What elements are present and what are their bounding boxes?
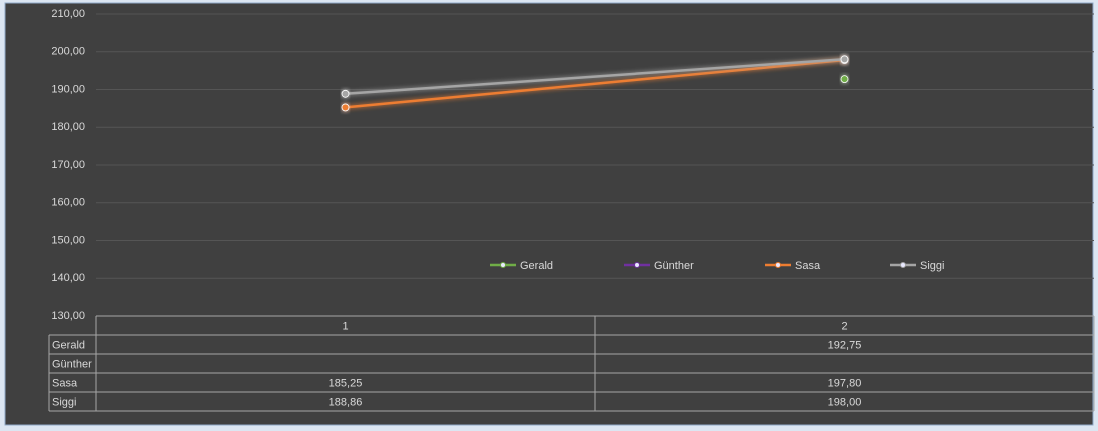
legend-label: Siggi	[920, 260, 944, 272]
table-row-label: Sasa	[52, 377, 78, 389]
table-row-label: Günther	[52, 358, 92, 370]
chart-area	[4, 2, 1094, 426]
legend-marker	[775, 262, 781, 268]
legend-marker	[900, 262, 906, 268]
y-tick-label: 180,00	[51, 121, 85, 133]
y-tick-label: 170,00	[51, 159, 85, 171]
legend-label: Günther	[654, 260, 694, 272]
y-tick-label: 130,00	[51, 310, 85, 322]
data-point	[840, 75, 849, 84]
legend-label: Gerald	[520, 260, 553, 272]
y-tick-label: 190,00	[51, 83, 85, 95]
data-point	[840, 55, 849, 64]
series-line	[345, 58, 845, 96]
table-row-label: Gerald	[52, 339, 85, 351]
table-header: 2	[841, 320, 847, 332]
legend-label: Sasa	[795, 260, 821, 272]
y-tick-label: 160,00	[51, 197, 85, 209]
y-tick-label: 200,00	[51, 46, 85, 58]
y-tick-label: 140,00	[51, 272, 85, 284]
table-row-label: Siggi	[52, 396, 76, 408]
y-tick-label: 210,00	[51, 8, 85, 20]
table-cell: 188,86	[329, 396, 363, 408]
legend-marker	[500, 262, 506, 268]
legend-marker	[634, 262, 640, 268]
data-point	[341, 89, 350, 98]
series-line	[345, 58, 845, 109]
table-header: 1	[342, 320, 348, 332]
table-cell: 185,25	[329, 377, 363, 389]
table-cell: 197,80	[828, 377, 862, 389]
y-tick-label: 150,00	[51, 234, 85, 246]
data-point	[341, 103, 350, 112]
table-cell: 192,75	[828, 339, 862, 351]
table-cell: 198,00	[828, 396, 862, 408]
